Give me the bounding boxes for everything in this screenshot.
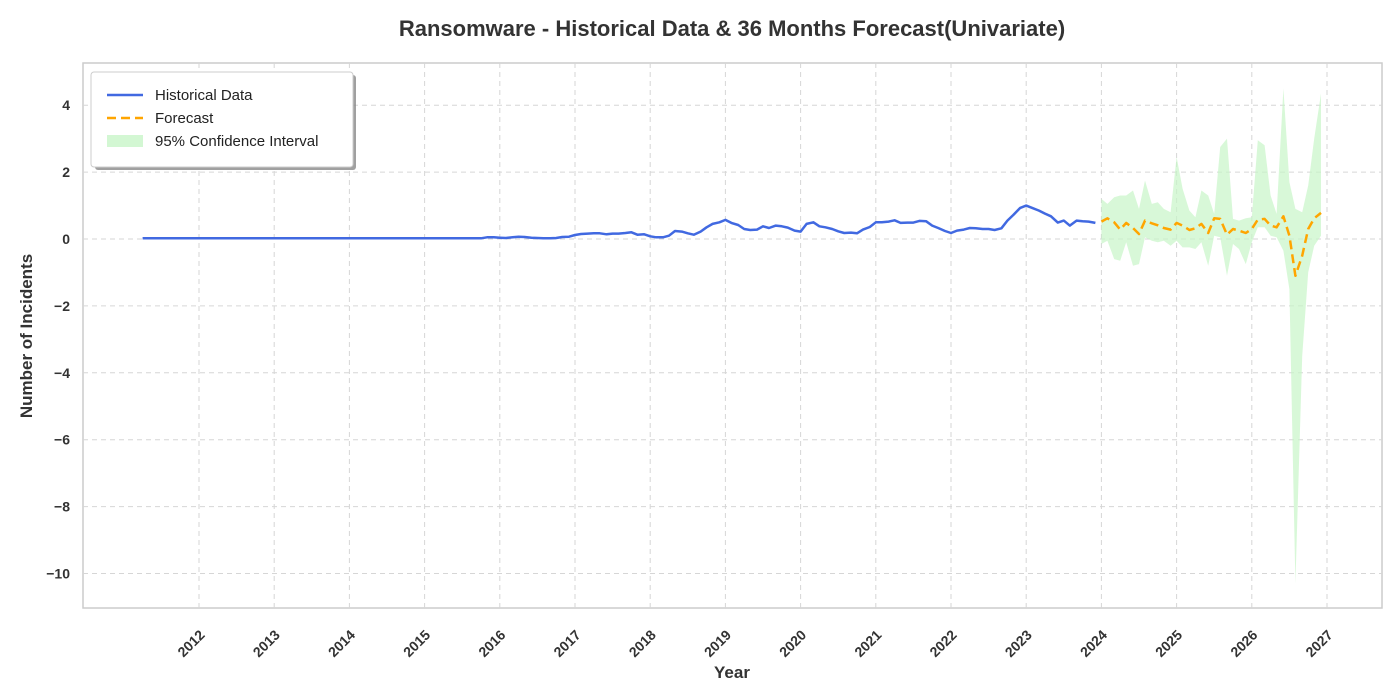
- x-tick-label: 2014: [325, 627, 358, 660]
- legend-ci-label: 95% Confidence Interval: [155, 133, 318, 150]
- x-tick-label: 2026: [1227, 627, 1260, 660]
- x-tick-label: 2027: [1302, 627, 1335, 660]
- x-tick-label: 2022: [926, 627, 959, 660]
- x-tick-label: 2018: [626, 627, 659, 660]
- x-tick-label: 2025: [1152, 627, 1185, 660]
- confidence-interval-band: [1101, 88, 1321, 584]
- y-tick-label: −8: [54, 499, 70, 515]
- x-tick-label: 2015: [400, 627, 433, 660]
- x-tick-labels: 2012 2013 2014 2015 2016 2017 2018 2019 2020 2021…: [174, 627, 1335, 660]
- y-tick-label: −2: [54, 298, 70, 314]
- legend-box: [90, 71, 354, 168]
- historical-data-line: [142, 204, 1096, 240]
- x-tick-label: 2017: [550, 627, 583, 660]
- x-tick-label: 2016: [475, 627, 508, 660]
- x-tick-label: 2024: [1077, 627, 1110, 660]
- y-tick-label: 2: [62, 164, 70, 180]
- legend-ci-swatch: [107, 135, 143, 147]
- x-tick-label: 2021: [851, 627, 884, 660]
- y-axis-label: Number of Incidents: [17, 254, 36, 418]
- legend-forecast-label: Forecast: [155, 110, 214, 127]
- x-tick-label: 2012: [174, 627, 207, 660]
- x-tick-label: 2019: [701, 627, 734, 660]
- x-axis-label: Year: [714, 663, 750, 682]
- y-tick-labels: 4 2 0 −2 −4 −6 −8 −10: [46, 97, 70, 581]
- grid-lines: [83, 63, 1382, 608]
- x-tick-label: 2020: [776, 627, 809, 660]
- chart-title: Ransomware - Historical Data & 36 Months…: [399, 16, 1065, 41]
- y-tick-label: −10: [46, 566, 70, 582]
- x-tick-label: 2013: [250, 627, 283, 660]
- legend: Historical Data Forecast 95% Confidence …: [90, 71, 356, 170]
- y-tick-label: −6: [54, 432, 70, 448]
- legend-historical-label: Historical Data: [155, 87, 253, 104]
- forecast-line: [1100, 211, 1322, 278]
- y-tick-label: −4: [54, 365, 70, 381]
- y-tick-label: 0: [62, 231, 70, 247]
- y-tick-label: 4: [62, 97, 70, 113]
- x-tick-label: 2023: [1002, 627, 1035, 660]
